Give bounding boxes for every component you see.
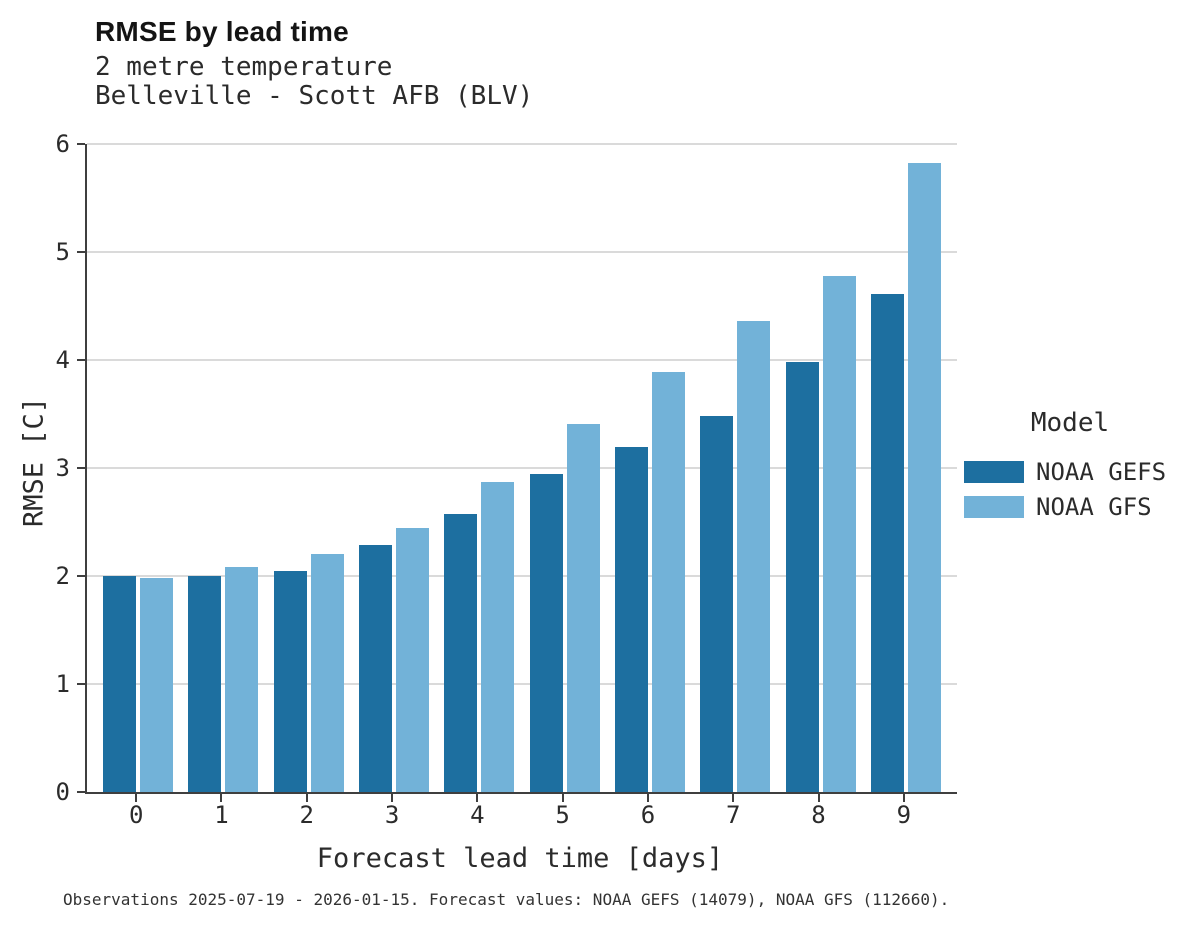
x-tick-mark <box>817 794 820 802</box>
bar-noaa-gfs <box>907 163 941 792</box>
x-tick-label: 8 <box>811 801 826 829</box>
y-tick-label: 4 <box>55 346 70 374</box>
y-tick-label: 6 <box>55 130 70 158</box>
bar-noaa-gefs <box>188 576 222 792</box>
x-tick-label: 1 <box>214 801 229 829</box>
bar-noaa-gefs <box>614 447 648 792</box>
x-tick-label: 0 <box>128 801 144 829</box>
x-tick-label: 9 <box>896 801 912 829</box>
legend-swatch <box>964 460 1024 483</box>
x-axis-title: Forecast lead time [days] <box>316 843 724 874</box>
x-tick-label: 5 <box>555 801 570 829</box>
chart-subtitle-variable: 2 metre temperature <box>95 52 393 82</box>
x-tick-mark <box>561 794 564 802</box>
legend-entry: NOAA GEFS <box>964 454 1176 489</box>
y-tick-mark <box>77 251 85 253</box>
legend-swatch <box>964 495 1024 518</box>
y-tick-label: 2 <box>55 562 70 590</box>
y-tick-mark <box>77 791 85 793</box>
x-tick-label: 2 <box>299 801 314 829</box>
gridline <box>87 143 957 145</box>
plot-area <box>85 143 957 794</box>
x-tick-mark <box>305 794 308 802</box>
gridline <box>87 575 957 577</box>
x-tick-mark <box>646 794 649 802</box>
y-tick-label: 0 <box>55 778 70 806</box>
x-tick-mark <box>391 794 394 802</box>
y-tick-label: 3 <box>55 454 70 482</box>
legend-title: Model <box>1030 408 1110 438</box>
bar-noaa-gefs <box>785 362 819 792</box>
x-tick-label: 3 <box>384 801 400 829</box>
legend-entry: NOAA GFS <box>964 489 1176 524</box>
y-tick-label: 5 <box>55 238 70 266</box>
x-tick-mark <box>135 794 138 802</box>
gridline <box>87 683 957 685</box>
bar-noaa-gefs <box>700 416 734 792</box>
y-tick-label: 1 <box>55 670 70 698</box>
x-tick-mark <box>220 794 223 802</box>
legend: Model NOAA GEFS NOAA GFS <box>964 408 1176 524</box>
bar-noaa-gfs <box>225 567 259 792</box>
y-tick-mark <box>77 683 85 685</box>
x-tick-label: 7 <box>726 801 741 829</box>
x-tick-label: 6 <box>640 801 656 829</box>
bar-noaa-gefs <box>529 474 563 792</box>
bar-noaa-gfs <box>566 423 600 792</box>
bar-noaa-gefs <box>870 294 904 792</box>
bar-noaa-gefs <box>359 544 393 792</box>
legend-entries: NOAA GEFS NOAA GFS <box>964 454 1176 524</box>
y-tick-mark <box>77 467 85 469</box>
legend-entry-label: NOAA GFS <box>1036 492 1152 521</box>
x-tick-mark <box>476 794 479 802</box>
bar-noaa-gefs <box>273 570 307 792</box>
bar-noaa-gefs <box>103 576 137 792</box>
bar-noaa-gfs <box>737 321 771 792</box>
chart-subtitle-station: Belleville - Scott AFB (BLV) <box>95 81 534 111</box>
y-tick-mark <box>77 359 85 361</box>
bar-noaa-gfs <box>481 482 515 792</box>
chart-title: RMSE by lead time <box>95 16 349 47</box>
y-tick-mark <box>77 575 85 577</box>
x-tick-label: 4 <box>470 801 485 829</box>
gridline <box>87 467 957 469</box>
bar-noaa-gfs <box>651 371 685 792</box>
bar-noaa-gfs <box>140 578 174 792</box>
x-tick-mark <box>732 794 735 802</box>
gridline <box>87 359 957 361</box>
bar-noaa-gefs <box>444 514 478 792</box>
caption: Observations 2025-07-19 - 2026-01-15. Fo… <box>63 890 950 909</box>
bar-noaa-gfs <box>822 275 856 792</box>
bar-noaa-gfs <box>396 528 430 792</box>
x-tick-mark <box>902 794 905 802</box>
y-tick-mark <box>77 143 85 145</box>
legend-entry-label: NOAA GEFS <box>1036 457 1167 486</box>
gridline <box>87 251 957 253</box>
bar-noaa-gfs <box>310 554 344 792</box>
